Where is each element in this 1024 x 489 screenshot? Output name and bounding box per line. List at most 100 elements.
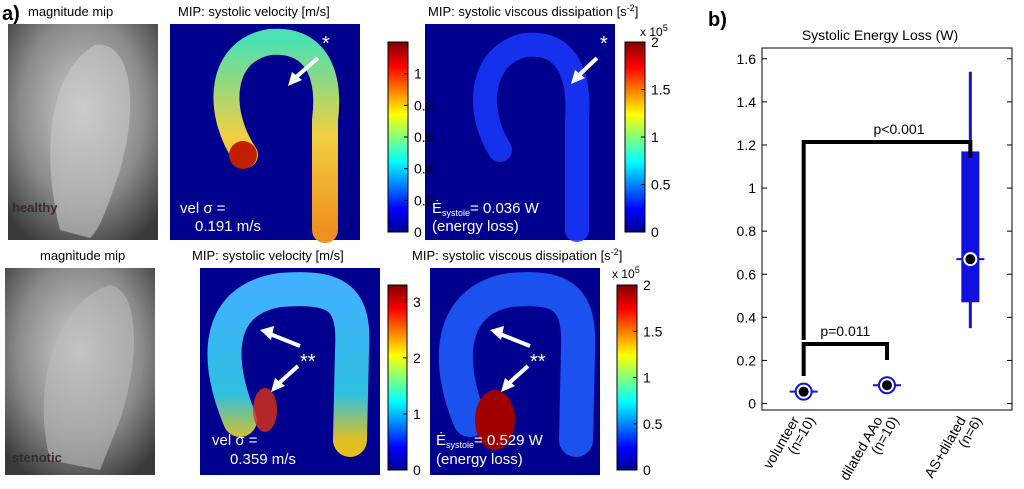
arrow <box>506 364 530 386</box>
arrow <box>499 332 531 348</box>
note-symbol: Ė <box>432 199 442 217</box>
arrow-head <box>260 326 274 340</box>
arrow-head <box>571 70 585 84</box>
colorbar-tick-label: 0 <box>414 224 422 240</box>
aorta-flow <box>213 28 340 243</box>
panel-label: b) <box>708 9 727 31</box>
note: 0.359 m/s <box>230 451 296 468</box>
median-dot <box>965 254 976 265</box>
flow-hotspot <box>253 388 277 432</box>
arrow <box>276 364 300 386</box>
median-dot <box>798 386 809 397</box>
scale-exp: 5 <box>663 23 668 33</box>
marker: * <box>322 33 330 55</box>
arrow <box>576 56 599 78</box>
box <box>961 151 980 303</box>
note: vel σ = <box>180 200 226 217</box>
note: Ėsystole= 0.529 W <box>436 431 544 450</box>
note-sub: systole <box>442 208 470 218</box>
y-tick-label: 0.6 <box>737 266 757 282</box>
title-end: ] <box>619 248 623 263</box>
colorbar-tick-label: 1.5 <box>651 82 671 98</box>
colorbar-tick-label: 0.4 <box>414 161 434 177</box>
image-title: MIP: systolic viscous dissipation [s-2] <box>428 3 638 19</box>
note: Ėsystole= 0.036 W <box>432 199 540 218</box>
y-tick-label: 0.2 <box>737 352 757 368</box>
title-text: MIP: systolic viscous dissipation [s <box>412 248 611 263</box>
colorbar-tick-label: 1 <box>643 370 651 386</box>
note-value: = 0.529 W <box>474 432 544 449</box>
marker: * <box>600 33 608 55</box>
arrow-head <box>501 378 515 392</box>
aorta-shape <box>43 285 134 470</box>
marker: ** <box>530 351 546 373</box>
flow-hotspot <box>229 141 257 169</box>
image-title: MIP: systolic velocity [m/s] <box>178 4 330 19</box>
image-title: magnitude mip <box>40 248 125 263</box>
row-label: healthy <box>12 200 58 215</box>
colorbar <box>387 284 408 471</box>
scale-label: x 105 <box>640 23 668 39</box>
marker: ** <box>300 351 316 373</box>
aorta-dissipation <box>473 32 590 242</box>
colorbar-tick-label: 0.5 <box>651 177 671 193</box>
plot-frame <box>761 47 1013 411</box>
aorta-shape <box>50 44 131 239</box>
bracket <box>801 140 973 340</box>
colorbar-tick-label: 0.5 <box>643 416 663 432</box>
note: vel σ = <box>212 432 258 449</box>
title-text: MIP: systolic viscous dissipation [s <box>428 4 627 19</box>
bracket <box>801 342 889 376</box>
y-tick-label: 1 <box>748 180 756 196</box>
y-tick-label: 1.4 <box>737 94 757 110</box>
row-label: stenotic <box>12 450 62 465</box>
title-end: ] <box>635 4 639 19</box>
colorbar-tick-label: 0 <box>643 462 651 478</box>
note: 0.191 m/s <box>195 218 261 235</box>
y-tick-label: 0.4 <box>737 309 757 325</box>
image-title: MIP: systolic viscous dissipation [s-2] <box>412 247 622 263</box>
note: (energy loss) <box>432 218 519 235</box>
scale: x 10 <box>612 267 635 281</box>
arrow-head <box>490 326 504 340</box>
colorbar-tick-label: 1 <box>414 66 422 82</box>
colorbar-tick-label: 2 <box>413 350 421 366</box>
note: (energy loss) <box>436 451 523 468</box>
scale-label: x 105 <box>612 265 640 281</box>
colorbar-tick-label: 0.6 <box>414 129 434 145</box>
panel-label: a) <box>2 3 20 25</box>
image-title: MIP: systolic velocity [m/s] <box>192 248 344 263</box>
title-sup: -2 <box>611 247 619 257</box>
note-symbol: Ė <box>436 431 446 449</box>
aorta-dissipation <box>438 272 596 457</box>
y-tick-label: 0.8 <box>737 223 757 239</box>
colorbar-tick-label: 2 <box>651 34 659 50</box>
colorbar-tick-label: 0.2 <box>414 192 434 208</box>
scale-exp: 5 <box>635 265 640 275</box>
y-tick-label: 0 <box>748 396 756 412</box>
image-title: magnitude mip <box>28 4 113 19</box>
arrow-head <box>288 72 302 86</box>
annotation: p<0.001 <box>874 121 925 137</box>
arrow <box>269 332 301 348</box>
y-tick-label: 1.6 <box>737 51 757 67</box>
colorbar-tick-label: 2 <box>643 277 651 293</box>
annotation: p=0.011 <box>820 323 870 339</box>
scale: x 10 <box>640 25 663 39</box>
colorbar-tick-label: 1 <box>651 129 659 145</box>
colorbar-tick-label: 0.8 <box>414 97 434 113</box>
note-sub: systole <box>446 440 474 450</box>
colorbar-tick-label: 1 <box>413 406 421 422</box>
arrow-head <box>271 378 285 392</box>
colorbar-tick-label: 0 <box>651 224 659 240</box>
median-dot <box>882 380 892 391</box>
colorbar-tick-label: 3 <box>413 294 421 310</box>
chart-title: Systolic Energy Loss (W) <box>802 27 958 43</box>
aorta-flow <box>207 272 370 457</box>
arrow <box>293 56 320 80</box>
colorbar-tick-label: 0 <box>413 462 421 478</box>
title-sup: -2 <box>627 3 635 13</box>
y-tick-label: 1.2 <box>737 137 757 153</box>
